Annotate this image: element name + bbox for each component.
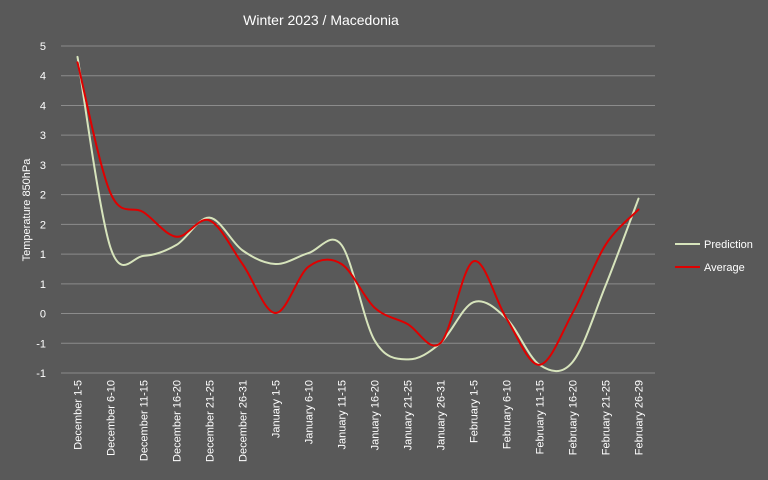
y-tick-label: -1 [36,338,46,350]
x-tick-label: February 21-25 [601,380,613,455]
legend: Prediction Average [675,239,753,274]
y-axis-tick-labels: -1 -1 0 1 1 2 2 3 3 4 4 5 [36,41,46,380]
y-tick-label: 4 [40,100,46,112]
x-tick-label: February 11-15 [535,380,547,454]
y-tick-label: 2 [40,190,46,202]
y-tick-label: 3 [40,130,46,142]
series-line-average [76,61,640,366]
x-tick-label: February 16-20 [568,380,580,455]
y-tick-label: -1 [36,368,46,380]
x-tick-label: December 1-5 [73,380,85,450]
x-axis-tick-labels: December 1-5 December 6-10 December 11-15 D… [73,380,646,462]
y-tick-label: 4 [40,71,46,83]
y-tick-label: 1 [40,279,46,291]
x-tick-label: February 6-10 [502,380,514,449]
x-tick-label: December 11-15 [139,380,151,461]
gridlines [61,45,655,374]
legend-label-average: Average [704,262,745,274]
x-tick-label: December 16-20 [172,380,184,462]
x-tick-label: January 26-31 [436,380,448,450]
x-tick-label: December 21-25 [205,380,217,462]
x-tick-label: January 16-20 [370,380,382,450]
x-tick-label: February 26-29 [634,380,646,455]
x-tick-label: January 11-15 [337,380,349,450]
x-tick-label: January 6-10 [304,380,316,444]
x-tick-label: December 6-10 [106,380,118,456]
x-tick-label: January 1-5 [271,380,283,438]
y-tick-label: 2 [40,219,46,231]
y-tick-label: 0 [40,309,46,321]
x-tick-label: February 1-5 [469,380,481,443]
series-line-prediction [76,55,640,373]
y-tick-label: 5 [40,41,46,53]
chart-title: Winter 2023 / Macedonia [243,12,399,28]
y-tick-label: 3 [40,160,46,172]
y-axis-title: Temperature 850hPa [21,158,33,262]
x-tick-label: January 21-25 [403,380,415,450]
y-tick-label: 1 [40,249,46,261]
legend-label-prediction: Prediction [704,239,753,251]
x-tick-label: December 26-31 [238,380,250,462]
series-lines [76,55,640,373]
